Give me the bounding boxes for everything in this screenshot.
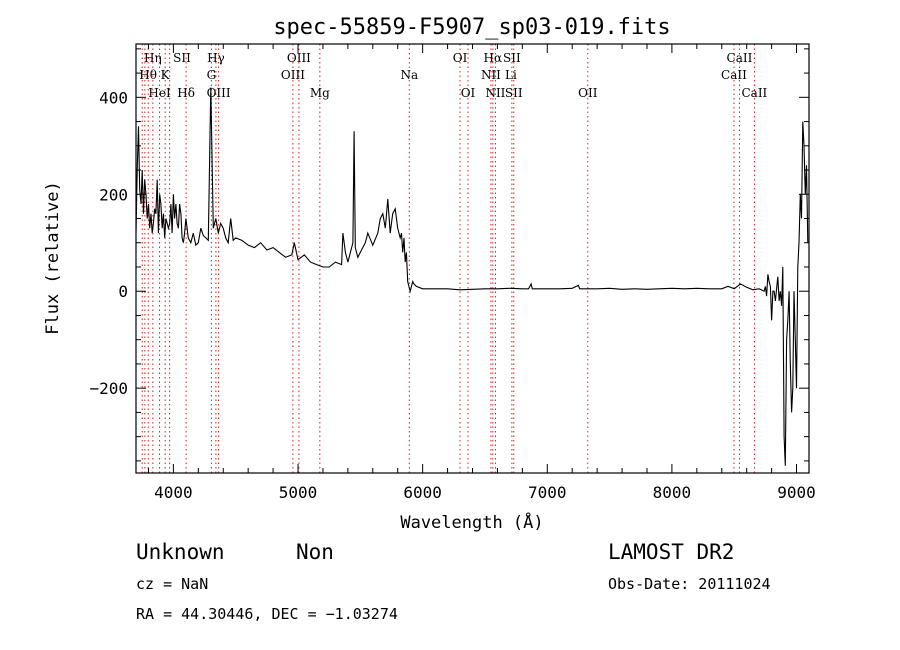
line-label: OIII	[287, 51, 311, 65]
redshift-label: cz = NaN	[136, 575, 208, 593]
y-tick-label: 400	[99, 88, 128, 107]
line-label: CaII	[727, 51, 753, 65]
line-label: OIII	[281, 68, 305, 82]
y-tick-label: −200	[89, 379, 128, 398]
plot-frame	[135, 43, 810, 474]
line-label: Hη	[144, 51, 162, 65]
subclass-label: Non	[296, 540, 334, 564]
line-label: OI	[461, 86, 476, 100]
line-label: Mg	[310, 86, 330, 100]
x-tick-label: 6000	[403, 483, 442, 502]
line-label: Hδ	[177, 86, 195, 100]
line-label: SII	[505, 86, 523, 100]
line-label: HeI	[148, 86, 171, 100]
coordinates-label: RA = 44.30446, DEC = −1.03274	[136, 605, 398, 623]
y-axis-label: Flux (relative)	[43, 181, 63, 335]
obs-date-label: Obs-Date: 20111024	[608, 575, 771, 593]
x-tick-label: 7000	[528, 483, 567, 502]
line-label: OI	[453, 51, 468, 65]
line-label: Li	[505, 68, 517, 82]
line-label: CaII	[741, 86, 767, 100]
x-tick-label: 4000	[154, 483, 193, 502]
line-label: SII	[173, 51, 191, 65]
line-label: Hθ	[139, 68, 157, 82]
flux-line	[135, 87, 809, 466]
x-axis: 4000 5000 6000 7000 8000 9000	[147, 44, 816, 502]
line-label: SII	[503, 51, 521, 65]
line-label: Hγ	[207, 51, 225, 65]
line-label: OII	[578, 86, 598, 100]
line-label: OIII	[207, 86, 231, 100]
x-axis-label: Wavelength (Å)	[400, 511, 543, 533]
x-tick-label: 9000	[777, 483, 816, 502]
line-label: Hα	[484, 51, 503, 65]
y-tick-label: 200	[99, 185, 128, 204]
class-label: Unknown	[136, 540, 225, 564]
y-tick-label: 0	[118, 282, 128, 301]
x-tick-label: 8000	[653, 483, 692, 502]
line-label: Na	[400, 68, 418, 82]
line-label: NII	[485, 86, 505, 100]
line-label: NII	[481, 68, 501, 82]
y-axis: −200 0 200 400	[89, 48, 809, 462]
line-label: K	[161, 68, 171, 82]
line-label: CaII	[721, 68, 747, 82]
chart-title: spec-55859-F5907_sp03-019.fits	[273, 15, 670, 40]
survey-label: LAMOST DR2	[608, 540, 734, 564]
emission-line-markers	[141, 44, 755, 473]
line-label: G	[207, 68, 217, 82]
x-tick-label: 5000	[279, 483, 318, 502]
